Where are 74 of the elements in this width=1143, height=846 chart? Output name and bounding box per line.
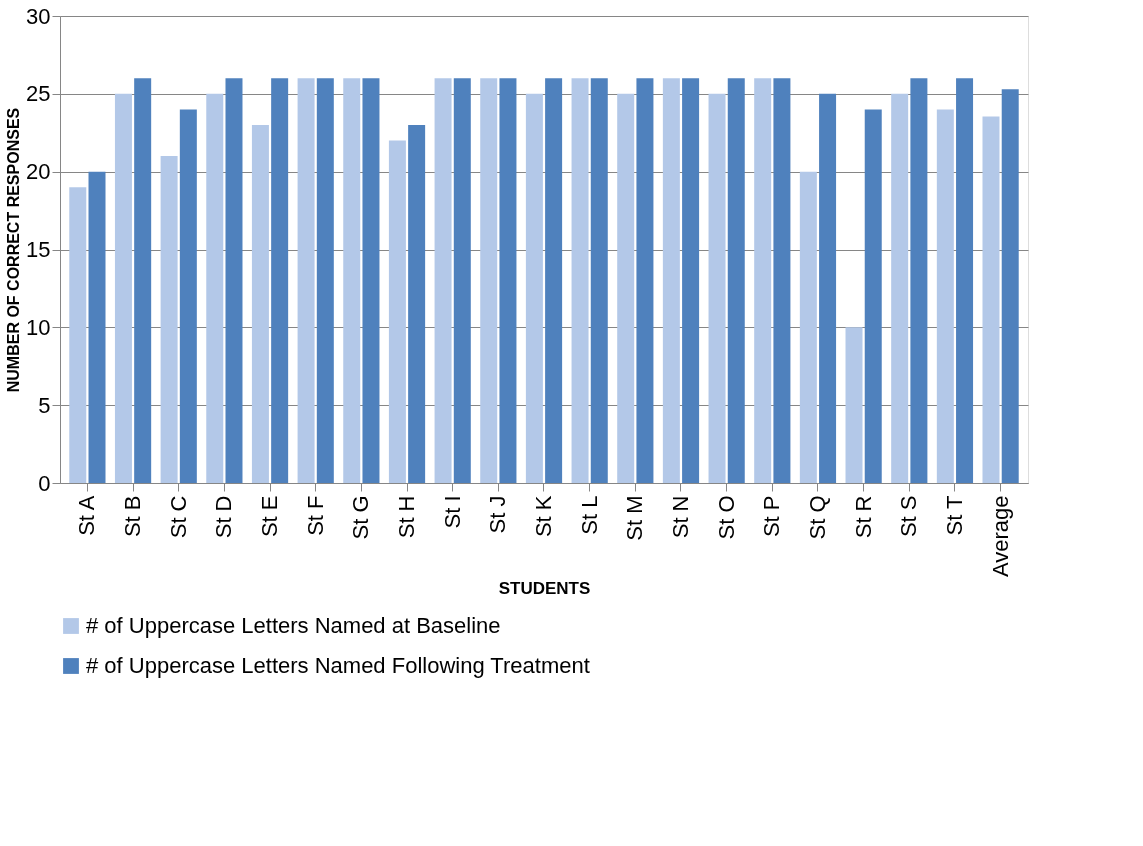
y-tick-label: 10 xyxy=(26,314,51,340)
bar xyxy=(480,78,498,483)
y-tick-label: 5 xyxy=(38,392,51,418)
x-tick-label: St J xyxy=(485,495,511,534)
y-axis-title: NUMBER OF CORRECT RESPONSES xyxy=(5,107,23,393)
bar xyxy=(617,93,635,483)
x-tick-label: St D xyxy=(211,495,237,539)
y-tick-label: 20 xyxy=(26,159,51,185)
x-tick-label: St G xyxy=(348,495,374,540)
bar xyxy=(982,116,1000,483)
bar xyxy=(727,78,745,483)
x-tick-label: St M xyxy=(622,495,648,541)
bar xyxy=(525,93,543,483)
bar xyxy=(499,78,517,483)
y-tick-label: 30 xyxy=(26,3,51,29)
bar xyxy=(114,93,132,483)
bar xyxy=(662,78,680,483)
bar xyxy=(388,140,406,483)
bar xyxy=(160,156,178,483)
bar xyxy=(206,93,224,483)
bar xyxy=(316,78,334,483)
bar xyxy=(362,78,380,483)
bar xyxy=(434,78,452,483)
bar xyxy=(682,78,700,483)
x-tick-label: St Q xyxy=(804,495,830,540)
x-tick-label: St I xyxy=(439,495,465,529)
bar xyxy=(799,171,817,483)
y-tick-label: 25 xyxy=(26,81,51,107)
x-tick-label: St R xyxy=(850,495,876,539)
bar xyxy=(590,78,608,483)
bar xyxy=(343,78,361,483)
bar xyxy=(773,78,791,483)
bar xyxy=(708,93,726,483)
bar xyxy=(636,78,654,483)
bar xyxy=(225,78,243,483)
bar xyxy=(134,78,152,483)
x-tick-label: St T xyxy=(941,495,967,536)
bar xyxy=(956,78,974,483)
x-tick-label: St H xyxy=(394,495,420,539)
x-tick-label: St C xyxy=(165,495,191,539)
bar xyxy=(936,109,954,483)
x-tick-label: St E xyxy=(257,495,283,538)
x-tick-label: St F xyxy=(302,495,328,536)
bar xyxy=(271,78,289,483)
x-tick-label: St P xyxy=(759,495,785,538)
bar xyxy=(891,93,909,483)
x-tick-label: St B xyxy=(120,495,146,538)
bar xyxy=(545,78,563,483)
bar xyxy=(408,124,426,483)
bar xyxy=(864,109,882,483)
x-tick-label: St A xyxy=(74,495,100,536)
bar xyxy=(819,93,837,483)
legend-label: # of Uppercase Letters Named Following Treatment xyxy=(86,653,590,678)
bar xyxy=(910,78,928,483)
x-axis-title: STUDENTS xyxy=(498,579,591,599)
bar xyxy=(453,78,471,483)
x-tick-label: St S xyxy=(896,495,922,538)
bar xyxy=(1001,89,1019,483)
y-tick-label: 15 xyxy=(26,237,51,262)
bar xyxy=(88,171,106,483)
bar xyxy=(69,187,87,483)
x-tick-label: St O xyxy=(713,495,739,540)
bar xyxy=(251,124,269,483)
bar xyxy=(179,109,197,483)
bar xyxy=(754,78,772,483)
x-tick-label: St L xyxy=(576,495,602,535)
bar xyxy=(297,78,315,483)
legend-label: # of Uppercase Letters Named at Baseline xyxy=(86,613,501,638)
x-tick-label: St N xyxy=(667,495,693,539)
x-tick-label: Average xyxy=(987,495,1013,578)
bar xyxy=(845,327,863,483)
bar xyxy=(571,78,589,483)
x-tick-label: St K xyxy=(531,495,556,538)
y-tick-label: 0 xyxy=(38,470,51,496)
